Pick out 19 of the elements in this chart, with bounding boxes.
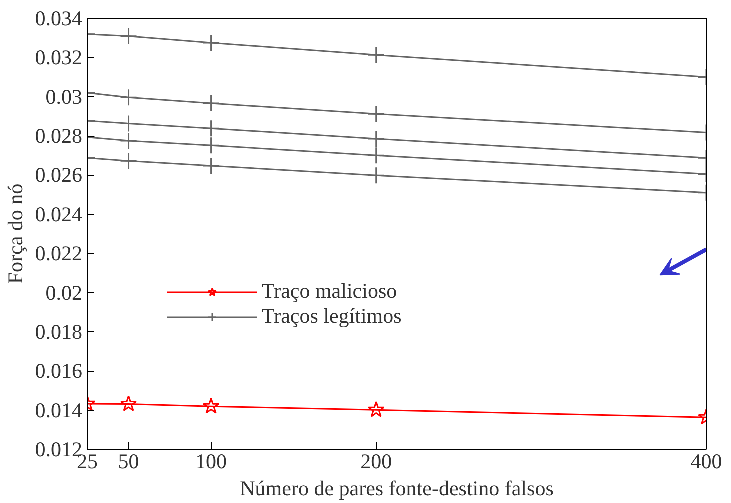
y-tick-label: 0.024: [35, 202, 83, 226]
y-tick-label: 0.022: [35, 242, 82, 266]
y-axis-title: Força do nó: [3, 184, 28, 284]
x-axis-title: Número de pares fonte-destino falsos: [240, 476, 554, 500]
y-tick-label: 0.014: [35, 398, 83, 422]
y-tick-label: 0.018: [35, 320, 82, 344]
y-tick-label: 0.032: [35, 46, 82, 70]
x-tick-label: 50: [118, 450, 140, 474]
legend-label: Traços legítimos: [262, 304, 402, 329]
y-tick-label: 0.034: [35, 6, 83, 30]
y-tick-label: 0.02: [46, 280, 82, 305]
y-tick-label: 0.028: [35, 124, 82, 148]
y-tick-label: 0.03: [46, 84, 82, 109]
y-tick-label: 0.026: [35, 163, 82, 188]
y-tick-label: 0.016: [35, 359, 82, 384]
x-tick-label: 400: [690, 450, 722, 474]
legend-label: Traço malicioso: [262, 279, 398, 304]
x-tick-label: 100: [196, 450, 228, 474]
x-tick-label: 200: [360, 450, 392, 474]
